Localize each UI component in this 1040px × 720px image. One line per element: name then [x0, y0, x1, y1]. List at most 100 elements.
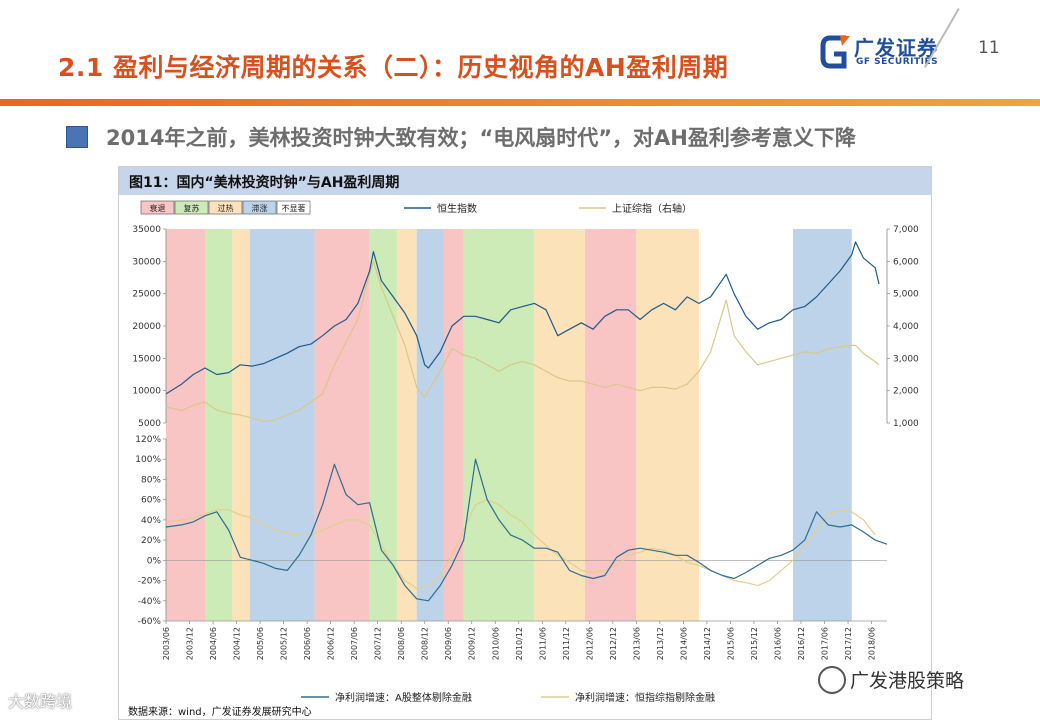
bottom-tick-label-7: 80% — [141, 475, 161, 485]
watermark-left: 大数跨境 — [8, 692, 73, 711]
top-right-tick-label-2: 3,000 — [893, 354, 919, 364]
figure-title: 图11：国内“美林投资时钟”与AH盈利周期 — [129, 175, 400, 191]
regime-band-0 — [166, 229, 206, 621]
bottom-tick-label-1: -40% — [138, 597, 162, 607]
regime-band-10 — [534, 229, 586, 621]
regime-legend-box-2 — [208, 200, 243, 215]
source-note: 数据来源：wind，广发证券发展研究中心 — [128, 707, 312, 718]
x-tick-label-2: 2004/06 — [209, 627, 218, 660]
series-hsi-line — [165, 241, 880, 395]
x-tick-label-5: 2005/12 — [280, 627, 289, 660]
series-growth-hsi-line — [165, 499, 876, 590]
regime-legend-label-4: 不显著 — [282, 203, 306, 213]
x-tick-label-23: 2014/12 — [703, 627, 712, 660]
regime-band-2 — [232, 229, 250, 621]
x-tick-label-1: 2003/12 — [186, 627, 195, 660]
top-right-tick-label-3: 4,000 — [893, 322, 919, 332]
legend-hsi-label: 恒生指数 — [437, 202, 477, 215]
bottom-tick-label-8: 100% — [135, 455, 161, 465]
x-tick-label-13: 2009/12 — [468, 627, 477, 660]
series-shci-line — [165, 260, 880, 422]
gf-logo-icon — [820, 35, 850, 69]
page-number: 11 — [978, 38, 1000, 58]
regime-legend-label-2: 过热 — [218, 203, 234, 213]
top-right-tick-label-4: 5,000 — [893, 290, 919, 300]
x-tick-label-15: 2010/12 — [515, 627, 524, 660]
x-tick-label-8: 2007/06 — [350, 627, 359, 660]
top-left-tick-label-2: 15000 — [132, 354, 161, 364]
regime-legend-box-4 — [276, 200, 311, 215]
top-right-tick-label-1: 2,000 — [893, 387, 919, 397]
x-tick-label-14: 2010/06 — [491, 627, 500, 660]
bottom-tick-label-4: 20% — [141, 536, 161, 546]
x-tick-label-7: 2006/12 — [327, 627, 336, 660]
bottom-tick-label-2: -20% — [138, 577, 162, 587]
regime-band-1 — [205, 229, 233, 621]
top-right-tick-label-0: 1,000 — [893, 419, 919, 429]
x-tick-label-0: 2003/06 — [162, 627, 171, 660]
wechat-icon — [818, 666, 846, 694]
regime-band-12 — [636, 229, 699, 621]
legend-growth-a-label: 净利润增速：A股整体剔除金融 — [335, 691, 472, 704]
top-left-tick-label-5: 30000 — [132, 257, 161, 267]
regime-band-6 — [396, 229, 417, 621]
header-band — [0, 99, 1040, 106]
x-tick-label-21: 2013/12 — [656, 627, 665, 660]
legend-shci-label: 上证综指（右轴） — [612, 202, 692, 215]
x-tick-label-3: 2004/12 — [233, 627, 242, 660]
regime-band-5 — [369, 229, 397, 621]
x-tick-label-6: 2006/06 — [303, 627, 312, 660]
x-tick-label-25: 2015/12 — [750, 627, 759, 660]
x-tick-label-11: 2008/12 — [421, 627, 430, 660]
x-tick-label-17: 2011/12 — [562, 627, 571, 660]
top-left-tick-label-0: 5000 — [138, 419, 161, 429]
regime-legend-label-0: 衰退 — [150, 203, 166, 213]
regime-legend-box-1 — [174, 200, 209, 215]
regime-band-9 — [463, 229, 535, 621]
top-left-tick-label-1: 10000 — [132, 387, 161, 397]
top-right-tick-label-6: 7,000 — [893, 225, 919, 235]
x-tick-label-30: 2018/06 — [868, 627, 877, 660]
x-tick-label-28: 2017/06 — [820, 627, 829, 660]
watermark-right-text: 广发港股策略 — [850, 670, 965, 692]
x-tick-label-24: 2015/06 — [726, 627, 735, 660]
regime-band-4 — [314, 229, 370, 621]
top-right-tick-label-5: 6,000 — [893, 257, 919, 267]
series-growth-a-line — [165, 458, 888, 602]
bottom-tick-label-3: 0% — [147, 556, 162, 566]
regime-band-11 — [585, 229, 637, 621]
bullet-square-icon — [66, 126, 88, 148]
x-tick-label-27: 2016/12 — [797, 627, 806, 660]
bottom-tick-label-5: 40% — [141, 516, 161, 526]
x-tick-label-10: 2008/06 — [397, 627, 406, 660]
regime-legend-box-0 — [140, 200, 175, 215]
bottom-tick-label-9: 120% — [135, 435, 161, 445]
regime-band-7 — [416, 229, 444, 621]
bottom-tick-label-0: -60% — [138, 617, 162, 627]
x-tick-label-16: 2011/06 — [538, 627, 547, 660]
logo-text-cn: 广发证券 — [854, 36, 938, 60]
bottom-tick-label-6: 60% — [141, 496, 161, 506]
regime-band-8 — [443, 229, 464, 621]
legend-growth-hsi-label: 净利润增速：恒指综指剔除金融 — [575, 691, 715, 704]
x-tick-label-12: 2009/06 — [444, 627, 453, 660]
top-left-tick-label-3: 20000 — [132, 322, 161, 332]
figure-header: 图11：国内“美林投资时钟”与AH盈利周期 — [119, 167, 931, 195]
x-tick-label-4: 2005/06 — [256, 627, 265, 660]
regime-band-3 — [249, 229, 315, 621]
regime-legend-box-3 — [242, 200, 277, 215]
subtitle-text: 2014年之前，美林投资时钟大致有效；“电风扇时代”，对AH盈利参考意义下降 — [106, 126, 856, 150]
regime-legend-label-3: 滞涨 — [252, 203, 268, 213]
x-tick-label-29: 2017/12 — [844, 627, 853, 660]
x-tick-label-9: 2007/12 — [374, 627, 383, 660]
x-tick-label-26: 2016/06 — [773, 627, 782, 660]
x-tick-label-20: 2013/06 — [632, 627, 641, 660]
gf-logo: 广发证券 GF SECURITIES — [820, 30, 940, 74]
top-left-tick-label-6: 35000 — [132, 225, 161, 235]
x-tick-label-18: 2012/06 — [585, 627, 594, 660]
chart-svg: 衰退 复苏 过热 滞涨 不显著 恒生指数 上证综指（右轴） 5000 10000 15000 200… — [132, 200, 919, 704]
logo-text-en: GF SECURITIES — [856, 57, 939, 67]
x-tick-label-19: 2012/12 — [609, 627, 618, 660]
top-left-tick-label-4: 25000 — [132, 290, 161, 300]
regime-legend-label-1: 复苏 — [184, 203, 200, 213]
